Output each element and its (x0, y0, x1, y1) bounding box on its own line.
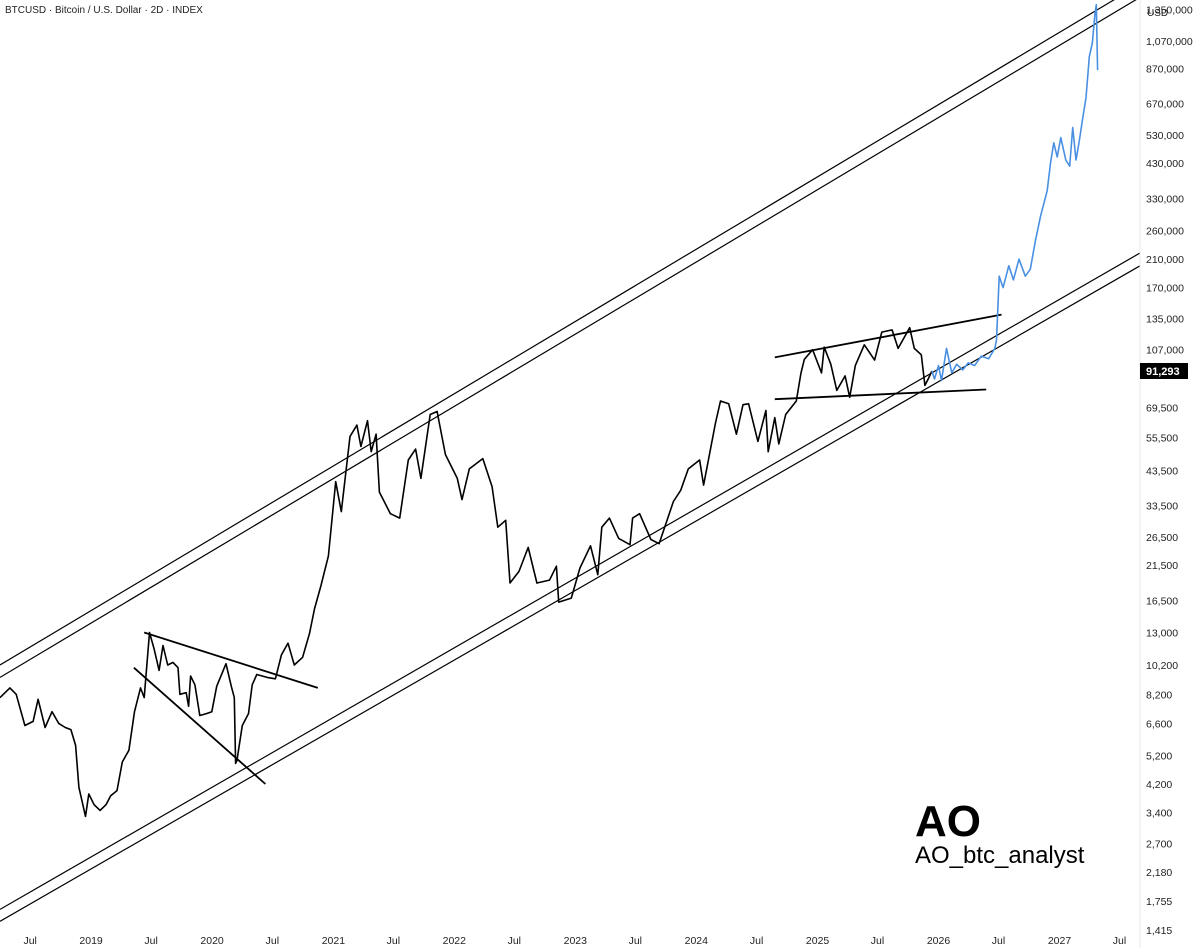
trendline-channel-upper-b (0, 0, 1115, 666)
time-axis[interactable]: Jul 2019 Jul 2020 Jul 2021 Jul 2022 Jul 2023 Jul 20… (23, 935, 1126, 947)
ytick-label: 69,500 (1146, 403, 1178, 415)
ytick-label: 870,000 (1146, 64, 1184, 76)
ytick-label: 26,500 (1146, 532, 1178, 544)
xtick-label: Jul (629, 935, 642, 947)
ytick-label: 135,000 (1146, 314, 1184, 326)
xtick-label: 2025 (806, 935, 830, 947)
ytick-label: 1,070,000 (1146, 36, 1193, 48)
last-price-label: 91,293 (1140, 363, 1188, 379)
ytick-label: 4,200 (1146, 779, 1172, 791)
trendline-channel-lower-a (0, 265, 1141, 922)
xtick-label: 2021 (322, 935, 346, 947)
ytick-label: 107,000 (1146, 345, 1184, 357)
xtick-label: 2022 (443, 935, 467, 947)
xtick-label: 2019 (79, 935, 103, 947)
symbol-title: BTCUSD · Bitcoin / U.S. Dollar · 2D · IN… (5, 5, 203, 16)
ytick-label: 1,755 (1146, 896, 1172, 908)
ytick-label: 21,500 (1146, 560, 1178, 572)
xtick-label: 2027 (1048, 935, 1072, 947)
ytick-label: 430,000 (1146, 158, 1184, 170)
axis-unit-label: USD (1147, 8, 1168, 19)
xtick-label: Jul (387, 935, 400, 947)
ytick-label: 6,600 (1146, 718, 1172, 730)
ytick-label: 16,500 (1146, 596, 1178, 608)
xtick-label: Jul (266, 935, 279, 947)
last-price-badge (1140, 363, 1188, 379)
series-history (0, 326, 933, 818)
xtick-label: Jul (144, 935, 157, 947)
xtick-label: Jul (992, 935, 1005, 947)
trendlines (0, 0, 1141, 922)
ytick-label: 670,000 (1146, 99, 1184, 111)
ytick-label: 3,400 (1146, 807, 1172, 819)
ytick-label: 8,200 (1146, 689, 1172, 701)
watermark-logo: AO (915, 797, 981, 846)
ytick-label: 1,415 (1146, 925, 1172, 937)
ytick-label: 13,000 (1146, 628, 1178, 640)
ytick-label: 210,000 (1146, 254, 1184, 266)
last-price-value: 91,293 (1146, 366, 1180, 378)
ytick-label: 33,500 (1146, 501, 1178, 513)
xtick-label: Jul (871, 935, 884, 947)
trendline-broadening-lower (774, 388, 987, 401)
xtick-label: Jul (750, 935, 763, 947)
series-projection (931, 3, 1099, 382)
price-axis[interactable]: 1,350,000 1,070,000 870,000 670,000 530,000 4… (1146, 5, 1193, 937)
watermark-handle: AO_btc_analyst (915, 842, 1085, 869)
ytick-label: 43,500 (1146, 465, 1178, 477)
price-series (0, 3, 1099, 818)
ytick-label: 1,350,000 (1146, 5, 1193, 17)
xtick-label: Jul (508, 935, 521, 947)
xtick-label: 2023 (564, 935, 588, 947)
trendline-channel-upper-a (0, 0, 1137, 678)
ytick-label: 260,000 (1146, 226, 1184, 238)
ytick-label: 2,700 (1146, 838, 1172, 850)
trendline-triangle-upper (143, 631, 319, 689)
xtick-label: Jul (1113, 935, 1126, 947)
ytick-label: 10,200 (1146, 660, 1178, 672)
ytick-label: 530,000 (1146, 130, 1184, 142)
xtick-label: 2024 (685, 935, 709, 947)
trendline-triangle-lower (133, 667, 266, 785)
xtick-label: 2026 (927, 935, 951, 947)
ytick-label: 330,000 (1146, 194, 1184, 206)
xtick-label: 2020 (200, 935, 224, 947)
xtick-label: Jul (23, 935, 36, 947)
ytick-label: 5,200 (1146, 750, 1172, 762)
ytick-label: 2,180 (1146, 867, 1172, 879)
ytick-label: 170,000 (1146, 283, 1184, 295)
ytick-label: 55,500 (1146, 433, 1178, 445)
